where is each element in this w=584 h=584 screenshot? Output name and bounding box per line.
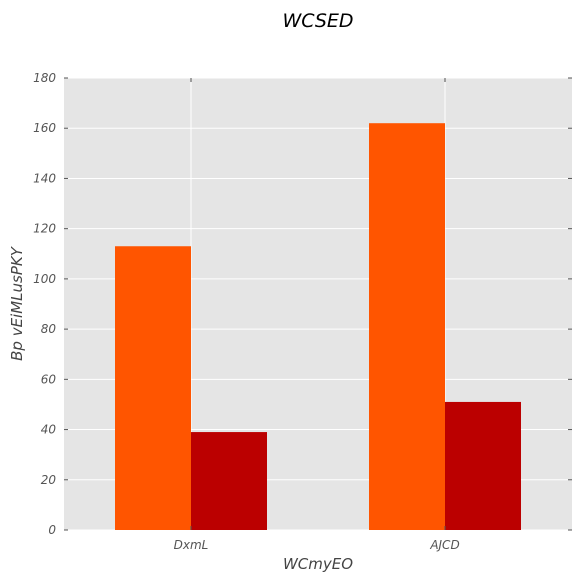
y-tick-label: 80 [41,322,57,336]
y-tick-label: 20 [41,473,57,487]
y-tick-label: 40 [41,423,57,437]
bar-DxmL-2 [191,432,267,530]
bar-AJCD-2 [445,401,521,530]
chart-title: WCSED [282,10,353,32]
axis-ticks: 0 20 40 60 80 100 120 140 160 180 DxmL AJCD [33,71,572,552]
y-tick-label: 180 [33,71,56,85]
bars [115,123,521,530]
y-tick-label: 0 [48,523,56,537]
x-tick-label: AJCD [429,538,459,552]
x-tick-label: DxmL [174,538,209,552]
y-tick-label: 100 [33,272,56,286]
y-tick-label: 140 [33,171,56,185]
y-axis-label: Bp vEiMLusPKY [8,245,26,361]
y-tick-label: 120 [33,222,56,236]
x-axis-label: WCmyEO [283,555,353,573]
bar-DxmL-1 [115,246,191,530]
bar-AJCD-1 [369,123,445,530]
y-tick-label: 60 [41,372,57,386]
y-tick-label: 160 [33,121,56,135]
